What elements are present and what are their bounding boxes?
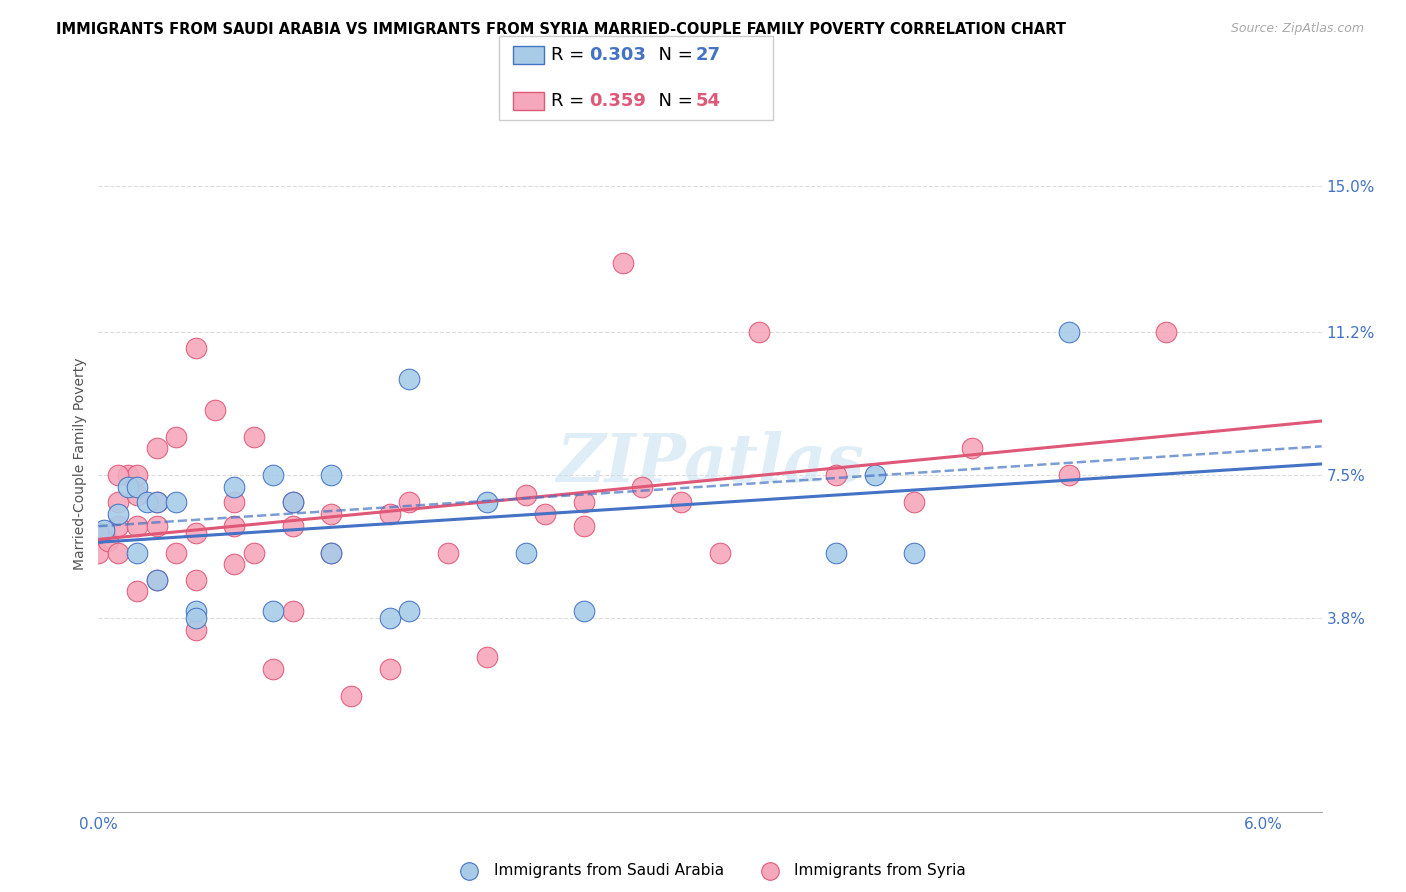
Point <box>825 546 848 560</box>
Point <box>612 256 634 270</box>
Point <box>281 604 304 618</box>
Point <box>127 584 149 599</box>
Text: 27: 27 <box>696 46 721 64</box>
Point <box>127 488 149 502</box>
Point <box>224 518 246 533</box>
Point <box>107 468 129 483</box>
Text: N =: N = <box>647 92 699 110</box>
Point <box>572 495 595 509</box>
Point <box>145 495 167 509</box>
Point <box>631 480 654 494</box>
Point <box>145 573 167 587</box>
Text: R =: R = <box>551 92 591 110</box>
Point <box>97 534 120 549</box>
Point <box>281 495 304 509</box>
Point <box>184 604 207 618</box>
Point <box>165 430 187 444</box>
Point <box>242 546 264 560</box>
Point <box>145 573 167 587</box>
Text: Source: ZipAtlas.com: Source: ZipAtlas.com <box>1230 22 1364 36</box>
Point <box>475 650 498 665</box>
Point <box>224 480 246 494</box>
Point <box>340 689 363 703</box>
Text: 0.303: 0.303 <box>589 46 645 64</box>
Point <box>825 468 848 483</box>
Point <box>262 604 284 618</box>
Point <box>398 372 420 386</box>
Point <box>1156 326 1178 340</box>
Point <box>184 611 207 625</box>
Point <box>863 468 886 483</box>
Point <box>321 546 343 560</box>
Text: IMMIGRANTS FROM SAUDI ARABIA VS IMMIGRANTS FROM SYRIA MARRIED-COUPLE FAMILY POVE: IMMIGRANTS FROM SAUDI ARABIA VS IMMIGRAN… <box>56 22 1066 37</box>
Point <box>145 495 167 509</box>
Y-axis label: Married-Couple Family Poverty: Married-Couple Family Poverty <box>73 358 87 570</box>
Point <box>903 546 925 560</box>
Point <box>398 604 420 618</box>
Point <box>165 495 187 509</box>
Point <box>281 495 304 509</box>
Point <box>1057 326 1080 340</box>
Point <box>145 442 167 456</box>
Text: ZIPatlas: ZIPatlas <box>557 432 863 496</box>
Point <box>262 468 284 483</box>
Point <box>145 518 167 533</box>
Point <box>127 518 149 533</box>
Point <box>1057 468 1080 483</box>
Point <box>127 468 149 483</box>
Point <box>107 495 129 509</box>
Point <box>184 526 207 541</box>
Point <box>572 604 595 618</box>
Point <box>87 546 110 560</box>
Point <box>534 507 557 521</box>
Text: 54: 54 <box>696 92 721 110</box>
Legend: Immigrants from Saudi Arabia, Immigrants from Syria: Immigrants from Saudi Arabia, Immigrants… <box>449 857 972 884</box>
Point <box>224 495 246 509</box>
Point <box>107 518 129 533</box>
Point <box>321 546 343 560</box>
Point <box>572 518 595 533</box>
Point <box>93 523 115 537</box>
Point <box>475 495 498 509</box>
Point <box>107 507 129 521</box>
Point <box>242 430 264 444</box>
Point <box>117 468 139 483</box>
Point <box>960 442 983 456</box>
Point <box>321 468 343 483</box>
Point <box>515 546 537 560</box>
Point <box>903 495 925 509</box>
Point <box>515 488 537 502</box>
Text: N =: N = <box>647 46 699 64</box>
Point <box>107 546 129 560</box>
Text: R =: R = <box>551 46 591 64</box>
Point <box>136 495 159 509</box>
Point <box>127 480 149 494</box>
Point <box>709 546 731 560</box>
Point <box>437 546 460 560</box>
Point <box>262 662 284 676</box>
Point <box>184 623 207 637</box>
Point <box>748 326 770 340</box>
Text: 0.359: 0.359 <box>589 92 645 110</box>
Point <box>378 662 401 676</box>
Point <box>224 558 246 572</box>
Point <box>87 526 110 541</box>
Point <box>184 341 207 355</box>
Point <box>281 518 304 533</box>
Point <box>127 546 149 560</box>
Point <box>204 402 226 417</box>
Point <box>321 507 343 521</box>
Point <box>398 495 420 509</box>
Point <box>117 480 139 494</box>
Point <box>165 546 187 560</box>
Point <box>378 611 401 625</box>
Point <box>378 507 401 521</box>
Point <box>184 573 207 587</box>
Point <box>669 495 692 509</box>
